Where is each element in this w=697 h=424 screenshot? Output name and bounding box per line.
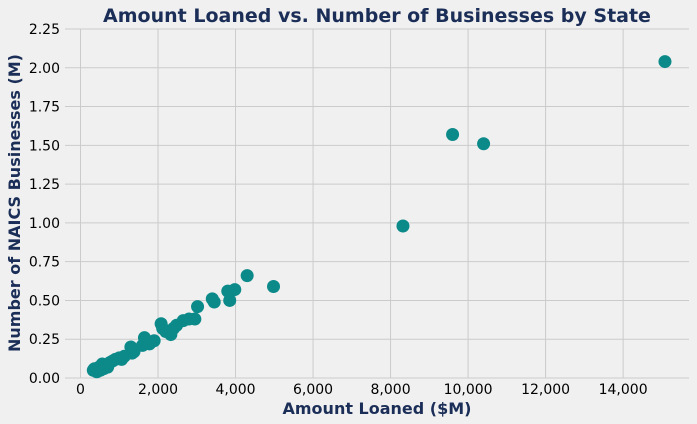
x-axis-label: Amount Loaned ($M): [283, 399, 472, 418]
y-tick-label: 1.50: [29, 138, 60, 154]
x-tick-label: 6,000: [293, 382, 333, 398]
x-tick-label: 0: [76, 382, 85, 398]
chart-title: Amount Loaned vs. Number of Businesses b…: [103, 5, 651, 27]
data-point: [228, 283, 242, 297]
data-points: [86, 55, 672, 379]
data-point: [446, 127, 460, 141]
data-point: [267, 279, 281, 293]
x-tick-label: 10,000: [444, 382, 493, 398]
data-point: [477, 137, 491, 151]
y-tick-label: 2.25: [29, 22, 60, 38]
y-tick-label: 1.00: [29, 216, 60, 232]
y-tick-label: 0.75: [29, 255, 60, 271]
y-tick-label: 0.50: [29, 293, 60, 309]
y-tick-labels: 0.00 0.25 0.50 0.75 1.00 1.25 1.50 1.75 2.00 2.25: [29, 22, 60, 387]
data-point: [223, 293, 237, 307]
data-point: [191, 300, 205, 314]
grid-lines: [65, 28, 689, 379]
x-tick-label: 2,000: [138, 382, 178, 398]
x-tick-label: 14,000: [599, 382, 648, 398]
y-axis-label: Number of NAICS Businesses (M): [5, 54, 24, 352]
y-tick-label: 1.75: [29, 100, 60, 116]
x-tick-label: 12,000: [521, 382, 570, 398]
x-tick-label: 4,000: [215, 382, 255, 398]
data-point: [658, 55, 672, 69]
data-point: [207, 295, 221, 309]
x-tick-labels: 0 2,000 4,000 6,000 8,000 10,000 12,000 14,000: [76, 382, 648, 398]
y-tick-label: 0.25: [29, 332, 60, 348]
y-tick-label: 2.00: [29, 61, 60, 77]
data-point: [147, 334, 161, 348]
x-tick-label: 8,000: [371, 382, 411, 398]
y-tick-label: 1.25: [29, 177, 60, 193]
y-tick-label: 0.00: [29, 371, 60, 387]
data-point: [396, 219, 410, 233]
data-point: [188, 312, 202, 326]
data-point: [240, 269, 254, 283]
